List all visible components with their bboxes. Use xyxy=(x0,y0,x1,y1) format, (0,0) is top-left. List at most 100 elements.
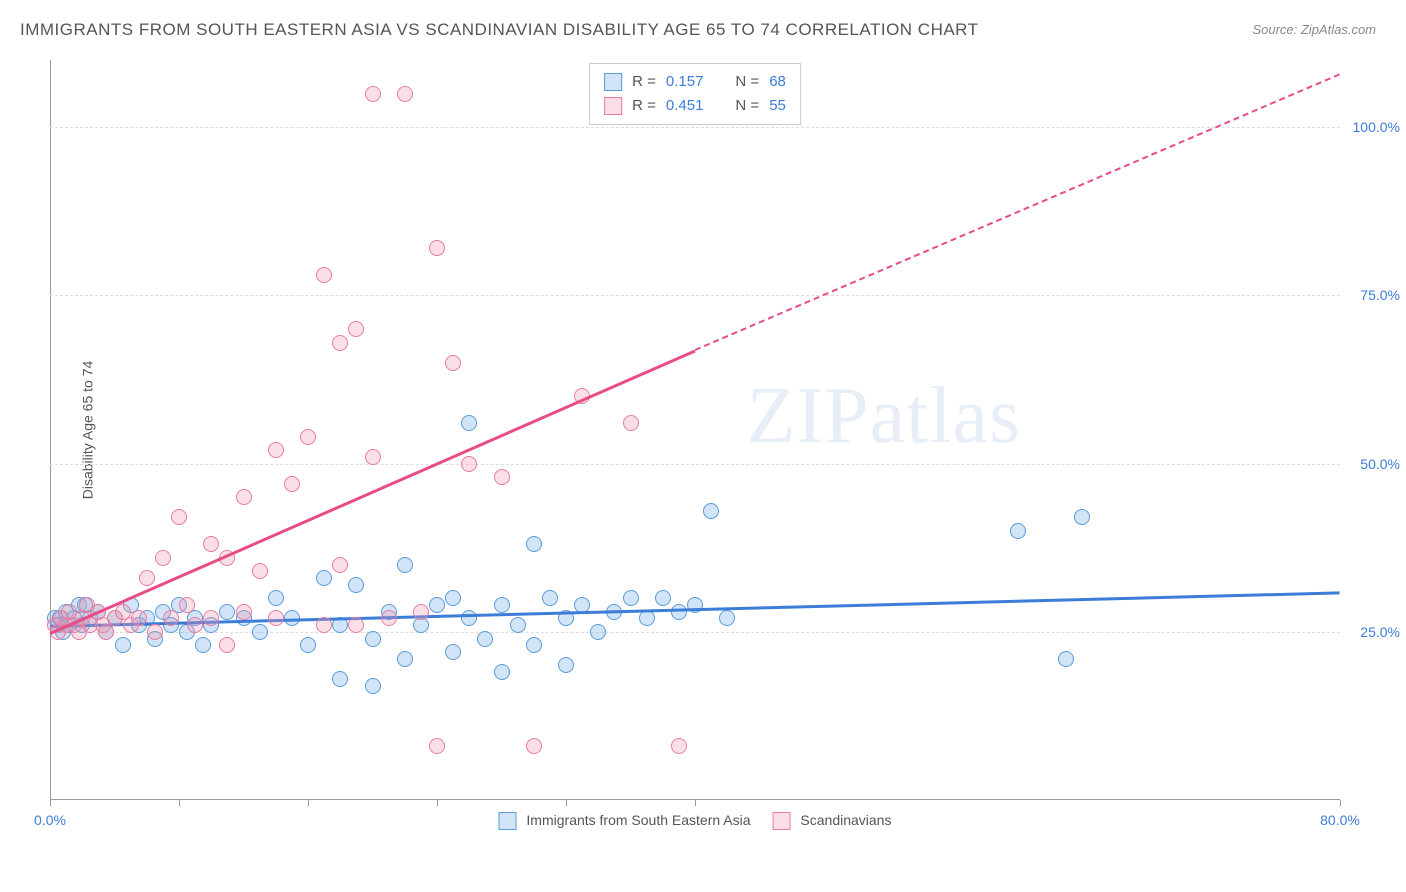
data-point xyxy=(236,604,252,620)
data-point xyxy=(236,489,252,505)
data-point xyxy=(494,469,510,485)
r-label: R = xyxy=(632,94,656,118)
data-point xyxy=(429,240,445,256)
y-tick-label: 100.0% xyxy=(1353,119,1400,135)
data-point xyxy=(429,597,445,613)
data-point xyxy=(671,604,687,620)
data-point xyxy=(719,610,735,626)
data-point xyxy=(1010,523,1026,539)
data-point xyxy=(316,617,332,633)
legend-row-blue: R = 0.157 N = 68 xyxy=(604,70,786,94)
x-tick xyxy=(308,800,309,806)
data-point xyxy=(203,610,219,626)
data-point xyxy=(203,536,219,552)
legend-row-pink: R = 0.451 N = 55 xyxy=(604,94,786,118)
data-point xyxy=(348,321,364,337)
data-point xyxy=(671,738,687,754)
x-tick xyxy=(50,800,51,806)
data-point xyxy=(219,604,235,620)
data-point xyxy=(131,610,147,626)
data-point xyxy=(348,617,364,633)
data-point xyxy=(445,644,461,660)
legend-swatch-pink xyxy=(773,812,791,830)
data-point xyxy=(623,590,639,606)
series-legend: Immigrants from South Eastern Asia Scand… xyxy=(499,812,892,830)
data-point xyxy=(461,456,477,472)
data-point xyxy=(252,563,268,579)
n-value: 68 xyxy=(769,70,786,94)
gridline xyxy=(50,295,1340,296)
data-point xyxy=(558,657,574,673)
data-point xyxy=(195,637,211,653)
data-point xyxy=(365,678,381,694)
data-point xyxy=(413,604,429,620)
gridline xyxy=(50,632,1340,633)
x-tick xyxy=(1340,800,1341,806)
trendline xyxy=(49,349,695,634)
x-tick-label: 0.0% xyxy=(34,812,66,828)
x-tick-label: 80.0% xyxy=(1320,812,1360,828)
n-value: 55 xyxy=(769,94,786,118)
data-point xyxy=(332,671,348,687)
data-point xyxy=(526,637,542,653)
data-point xyxy=(300,637,316,653)
data-point xyxy=(268,590,284,606)
data-point xyxy=(300,429,316,445)
data-point xyxy=(316,267,332,283)
data-point xyxy=(268,442,284,458)
data-point xyxy=(316,570,332,586)
legend-swatch-blue xyxy=(604,73,622,91)
legend-label: Scandinavians xyxy=(800,812,891,828)
data-point xyxy=(365,631,381,647)
scatter-plot: ZIPatlas R = 0.157 N = 68 R = 0.451 N = … xyxy=(50,60,1340,800)
data-point xyxy=(115,637,131,653)
data-point xyxy=(526,536,542,552)
r-value: 0.451 xyxy=(666,94,704,118)
y-tick-label: 75.0% xyxy=(1360,287,1400,303)
data-point xyxy=(445,355,461,371)
legend-item-pink: Scandinavians xyxy=(773,812,892,830)
data-point xyxy=(219,637,235,653)
data-point xyxy=(461,415,477,431)
data-point xyxy=(445,590,461,606)
data-point xyxy=(655,590,671,606)
data-point xyxy=(252,624,268,640)
data-point xyxy=(163,610,179,626)
r-label: R = xyxy=(632,70,656,94)
data-point xyxy=(542,590,558,606)
data-point xyxy=(477,631,493,647)
correlation-legend: R = 0.157 N = 68 R = 0.451 N = 55 xyxy=(589,63,801,125)
legend-label: Immigrants from South Eastern Asia xyxy=(526,812,750,828)
data-point xyxy=(623,415,639,431)
data-point xyxy=(139,570,155,586)
x-tick xyxy=(695,800,696,806)
gridline xyxy=(50,464,1340,465)
chart-area: Disability Age 65 to 74 ZIPatlas R = 0.1… xyxy=(50,60,1340,800)
data-point xyxy=(494,597,510,613)
legend-swatch-blue xyxy=(499,812,517,830)
data-point xyxy=(397,557,413,573)
n-label: N = xyxy=(735,70,759,94)
data-point xyxy=(494,664,510,680)
legend-item-blue: Immigrants from South Eastern Asia xyxy=(499,812,751,830)
data-point xyxy=(348,577,364,593)
data-point xyxy=(429,738,445,754)
n-label: N = xyxy=(735,94,759,118)
data-point xyxy=(1074,509,1090,525)
source-attribution: Source: ZipAtlas.com xyxy=(1252,22,1376,37)
data-point xyxy=(284,476,300,492)
data-point xyxy=(332,335,348,351)
x-tick xyxy=(179,800,180,806)
data-point xyxy=(187,617,203,633)
r-value: 0.157 xyxy=(666,70,704,94)
data-point xyxy=(268,610,284,626)
gridline xyxy=(50,127,1340,128)
data-point xyxy=(397,651,413,667)
data-point xyxy=(510,617,526,633)
y-tick-label: 50.0% xyxy=(1360,456,1400,472)
data-point xyxy=(365,86,381,102)
watermark: ZIPatlas xyxy=(747,371,1022,462)
data-point xyxy=(639,610,655,626)
data-point xyxy=(332,557,348,573)
data-point xyxy=(147,624,163,640)
